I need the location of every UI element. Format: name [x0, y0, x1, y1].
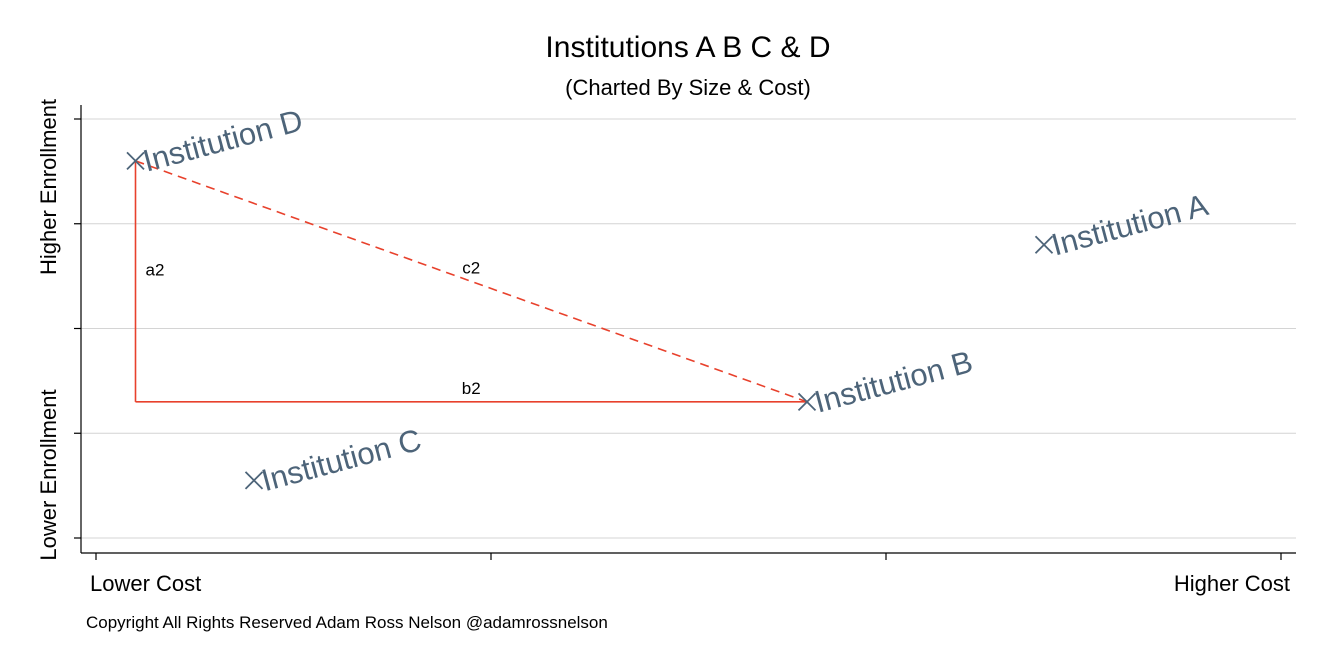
- segment-label-c2: c2: [462, 258, 480, 277]
- segment-c2: [135, 160, 808, 403]
- x-marker-icon: [126, 151, 145, 171]
- data-point-0: Institution A: [1034, 187, 1212, 262]
- axes: [74, 105, 1296, 560]
- x-marker-icon: [1034, 235, 1054, 254]
- data-point-1: Institution B: [797, 344, 977, 420]
- point-label: Institution D: [139, 102, 306, 178]
- y-axis-high-label: Higher Enrollment: [36, 99, 61, 275]
- x-axis-low-label: Lower Cost: [90, 571, 201, 596]
- segment-label-b2: b2: [462, 379, 481, 398]
- x-axis-high-label: Higher Cost: [1174, 571, 1290, 596]
- point-label: Institution B: [811, 344, 977, 420]
- x-marker-icon: [244, 471, 264, 490]
- triangle-segments: a2 b2 c2: [134, 160, 808, 403]
- chart-subtitle: (Charted By Size & Cost): [565, 75, 811, 100]
- grid-lines: [81, 118, 1296, 539]
- data-point-3: Institution D: [126, 102, 306, 179]
- copyright-note: Copyright All Rights Reserved Adam Ross …: [86, 613, 608, 632]
- y-axis-low-label: Lower Enrollment: [36, 389, 61, 560]
- x-marker-icon: [797, 392, 817, 411]
- chart-title: Institutions A B C & D: [545, 31, 830, 64]
- segment-label-a2: a2: [146, 260, 165, 279]
- point-label: Institution A: [1048, 187, 1212, 262]
